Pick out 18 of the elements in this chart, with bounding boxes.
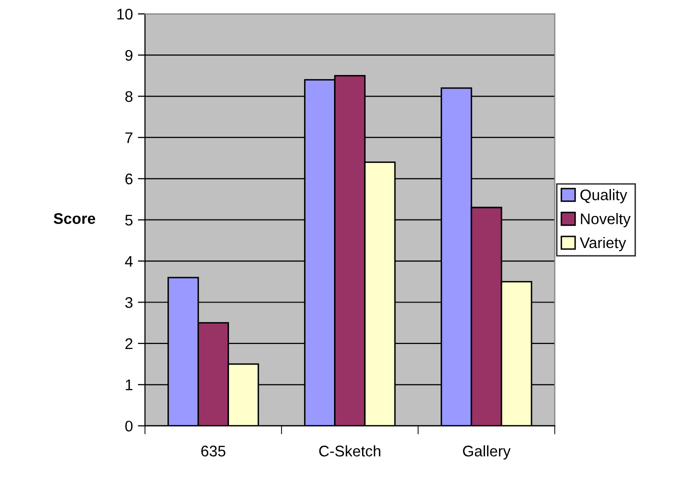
y-tick-label: 10 (117, 8, 133, 20)
y-tick-label: 2 (125, 338, 132, 349)
y-tick-label: 6 (125, 174, 132, 184)
legend-label: Variety (580, 236, 626, 252)
y-tick-label: 0 (125, 420, 133, 432)
y-tick-label: 9 (125, 50, 132, 61)
y-tick-label: 7 (125, 132, 132, 144)
y-tick-label: 8 (125, 91, 132, 102)
y-tick-label: 3 (125, 297, 132, 308)
x-tick-label: Gallery (463, 445, 511, 460)
y-axis-title: Score (54, 213, 96, 224)
x-tick-label: 635 (201, 446, 226, 456)
x-tick-label: C-Sketch (319, 445, 380, 456)
y-tick-label: 1 (126, 380, 132, 390)
legend-label: Quality (580, 189, 628, 204)
legend-label: Novelty (580, 213, 631, 228)
y-tick-label: 5 (125, 214, 133, 226)
y-tick-label: 4 (125, 256, 133, 267)
